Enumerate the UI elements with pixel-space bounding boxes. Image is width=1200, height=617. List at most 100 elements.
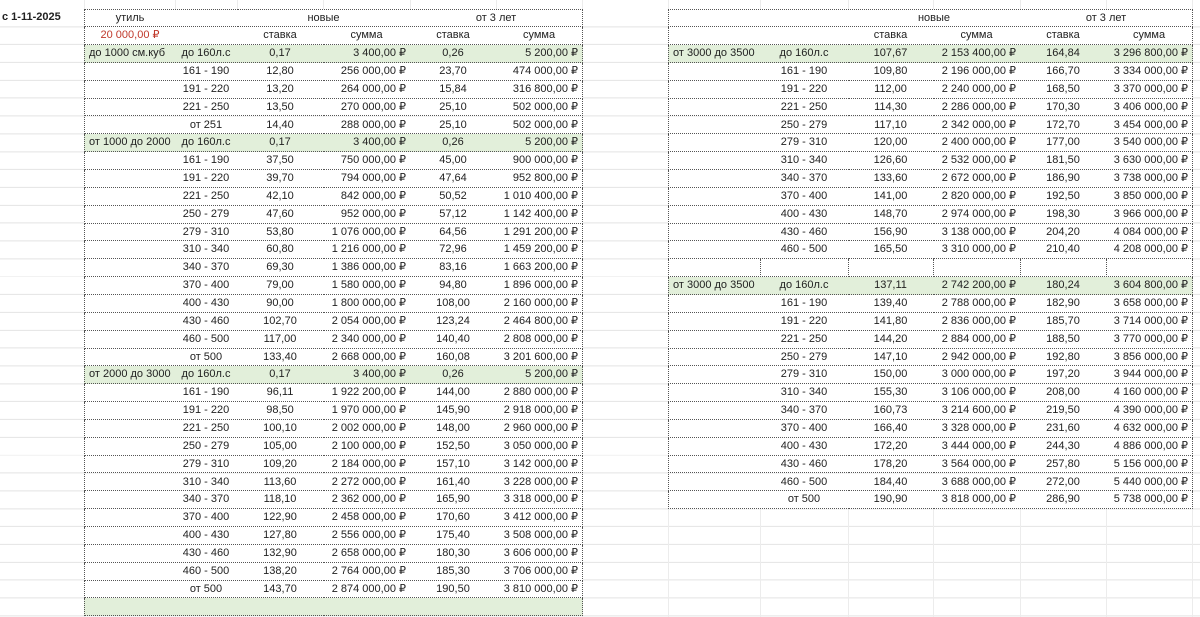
rate-header[interactable]: ставка <box>237 27 324 46</box>
old-sum-cell[interactable]: 474 000,00 ₽ <box>496 62 583 81</box>
new-rate-cell[interactable]: 138,20 <box>237 562 324 581</box>
power-range-cell[interactable]: 279 - 310 <box>175 223 238 242</box>
power-range-cell[interactable]: 191 - 220 <box>175 80 238 99</box>
engine-volume-label[interactable]: от 3000 до 3500 <box>668 277 761 295</box>
old-rate-cell[interactable]: 286,90 <box>1020 491 1107 510</box>
new-sum-cell[interactable]: 288 000,00 ₽ <box>323 116 411 135</box>
new-rate-cell[interactable]: 47,60 <box>237 205 324 224</box>
new-rate-cell[interactable]: 166,40 <box>848 419 934 438</box>
old-sum-cell[interactable]: 2 918 000,00 ₽ <box>496 402 583 420</box>
old-rate-cell[interactable]: 186,90 <box>1020 170 1107 188</box>
power-range-cell[interactable]: 310 - 340 <box>175 241 238 260</box>
old-rate-cell[interactable]: 140,40 <box>410 330 497 349</box>
empty-green-cell[interactable] <box>237 598 324 617</box>
empty-cell[interactable] <box>84 98 176 117</box>
empty-cell[interactable] <box>84 509 176 528</box>
old-sum-cell[interactable]: 3 966 000,00 ₽ <box>1106 205 1193 224</box>
new-sum-cell[interactable]: 842 000,00 ₽ <box>323 187 411 206</box>
old-rate-cell[interactable]: 152,50 <box>410 437 497 456</box>
old-rate-cell[interactable]: 185,70 <box>1020 312 1107 331</box>
new-rate-cell[interactable]: 118,10 <box>237 491 324 510</box>
util-header-cell[interactable] <box>668 9 761 28</box>
power-range-cell[interactable]: 460 - 500 <box>175 330 238 349</box>
new-rate-cell[interactable]: 13,20 <box>237 80 324 99</box>
new-sum-cell[interactable]: 2 362 000,00 ₽ <box>323 491 411 510</box>
empty-cell[interactable] <box>668 152 761 171</box>
old-sum-cell[interactable]: 4 160 000,00 ₽ <box>1106 384 1193 403</box>
empty-green-cell[interactable] <box>323 598 411 617</box>
new-rate-cell[interactable]: 172,20 <box>848 437 934 456</box>
old-rate-cell[interactable]: 45,00 <box>410 152 497 171</box>
old-sum-cell[interactable]: 3 770 000,00 ₽ <box>1106 330 1193 349</box>
new-rate-cell[interactable]: 112,00 <box>848 80 934 99</box>
old-rate-cell[interactable]: 157,10 <box>410 455 497 474</box>
old-sum-cell[interactable]: 1 459 200,00 ₽ <box>496 241 583 260</box>
new-sum-cell[interactable]: 2 458 000,00 ₽ <box>323 509 411 528</box>
old-rate-cell[interactable]: 177,00 <box>1020 134 1107 153</box>
over-3-years-header[interactable]: от 3 лет <box>410 9 583 28</box>
new-sum-cell[interactable]: 3 106 000,00 ₽ <box>933 384 1021 403</box>
old-sum-cell[interactable]: 3 406 000,00 ₽ <box>1106 98 1193 117</box>
old-rate-cell[interactable]: 204,20 <box>1020 223 1107 242</box>
old-rate-cell[interactable]: 170,60 <box>410 509 497 528</box>
old-sum-cell[interactable]: 4 632 000,00 ₽ <box>1106 419 1193 438</box>
empty-cell[interactable] <box>760 259 849 278</box>
power-range-cell[interactable]: 400 - 430 <box>175 295 238 313</box>
power-range-cell[interactable]: 400 - 430 <box>175 527 238 545</box>
new-rate-cell[interactable]: 132,90 <box>237 544 324 563</box>
power-range-cell[interactable]: 191 - 220 <box>760 80 849 99</box>
old-rate-cell[interactable]: 175,40 <box>410 527 497 545</box>
empty-cell[interactable] <box>84 348 176 367</box>
new-rate-cell[interactable]: 105,00 <box>237 437 324 456</box>
new-rate-cell[interactable]: 165,50 <box>848 241 934 260</box>
empty-cell[interactable] <box>668 295 761 313</box>
old-rate-cell[interactable]: 64,56 <box>410 223 497 242</box>
old-rate-cell[interactable]: 148,00 <box>410 419 497 438</box>
power-range-cell[interactable]: 370 - 400 <box>760 187 849 206</box>
empty-header-cell[interactable] <box>760 27 849 46</box>
power-range-cell[interactable]: 161 - 190 <box>175 152 238 171</box>
power-range-cell[interactable]: до 160л.с <box>175 366 238 385</box>
power-range-cell[interactable]: 340 - 370 <box>175 259 238 278</box>
new-sum-cell[interactable]: 952 000,00 ₽ <box>323 205 411 224</box>
new-sum-cell[interactable]: 2 658 000,00 ₽ <box>323 544 411 563</box>
new-sum-cell[interactable]: 2 668 000,00 ₽ <box>323 348 411 367</box>
empty-green-cell[interactable] <box>84 598 176 617</box>
old-sum-cell[interactable]: 5 200,00 ₽ <box>496 45 583 63</box>
power-range-cell[interactable]: 221 - 250 <box>760 98 849 117</box>
empty-cell[interactable] <box>84 562 176 581</box>
old-sum-cell[interactable]: 4 208 000,00 ₽ <box>1106 241 1193 260</box>
old-sum-cell[interactable]: 3 856 000,00 ₽ <box>1106 348 1193 367</box>
old-sum-cell[interactable]: 2 960 000,00 ₽ <box>496 419 583 438</box>
new-rate-cell[interactable]: 133,40 <box>237 348 324 367</box>
empty-cell[interactable] <box>84 402 176 420</box>
old-rate-cell[interactable]: 244,30 <box>1020 437 1107 456</box>
power-range-cell[interactable]: 250 - 279 <box>175 205 238 224</box>
power-range-cell[interactable]: 250 - 279 <box>175 437 238 456</box>
new-rate-cell[interactable]: 109,20 <box>237 455 324 474</box>
empty-cell[interactable] <box>84 152 176 171</box>
power-range-cell[interactable]: 250 - 279 <box>760 348 849 367</box>
old-rate-cell[interactable]: 123,24 <box>410 312 497 331</box>
empty-cell[interactable] <box>1020 259 1107 278</box>
empty-cell[interactable] <box>1106 259 1193 278</box>
empty-header-cell[interactable] <box>175 9 238 28</box>
old-sum-cell[interactable]: 1 896 000,00 ₽ <box>496 277 583 295</box>
empty-cell[interactable] <box>668 473 761 492</box>
power-range-cell[interactable]: от 500 <box>175 580 238 599</box>
power-range-cell[interactable]: 310 - 340 <box>175 473 238 492</box>
new-sum-cell[interactable]: 1 970 000,00 ₽ <box>323 402 411 420</box>
new-sum-cell[interactable]: 1 580 000,00 ₽ <box>323 277 411 295</box>
power-range-cell[interactable]: 279 - 310 <box>175 455 238 474</box>
new-rate-cell[interactable]: 141,00 <box>848 187 934 206</box>
power-range-cell[interactable]: 430 - 460 <box>760 223 849 242</box>
new-sum-cell[interactable]: 2 532 000,00 ₽ <box>933 152 1021 171</box>
new-rate-cell[interactable]: 69,30 <box>237 259 324 278</box>
old-rate-cell[interactable]: 257,80 <box>1020 455 1107 474</box>
new-rate-cell[interactable]: 156,90 <box>848 223 934 242</box>
empty-cell[interactable] <box>848 259 934 278</box>
sum-header[interactable]: сумма <box>1106 27 1193 46</box>
old-sum-cell[interactable]: 3 944 000,00 ₽ <box>1106 366 1193 385</box>
empty-cell[interactable] <box>668 366 761 385</box>
new-cars-header[interactable]: новые <box>848 9 1021 28</box>
